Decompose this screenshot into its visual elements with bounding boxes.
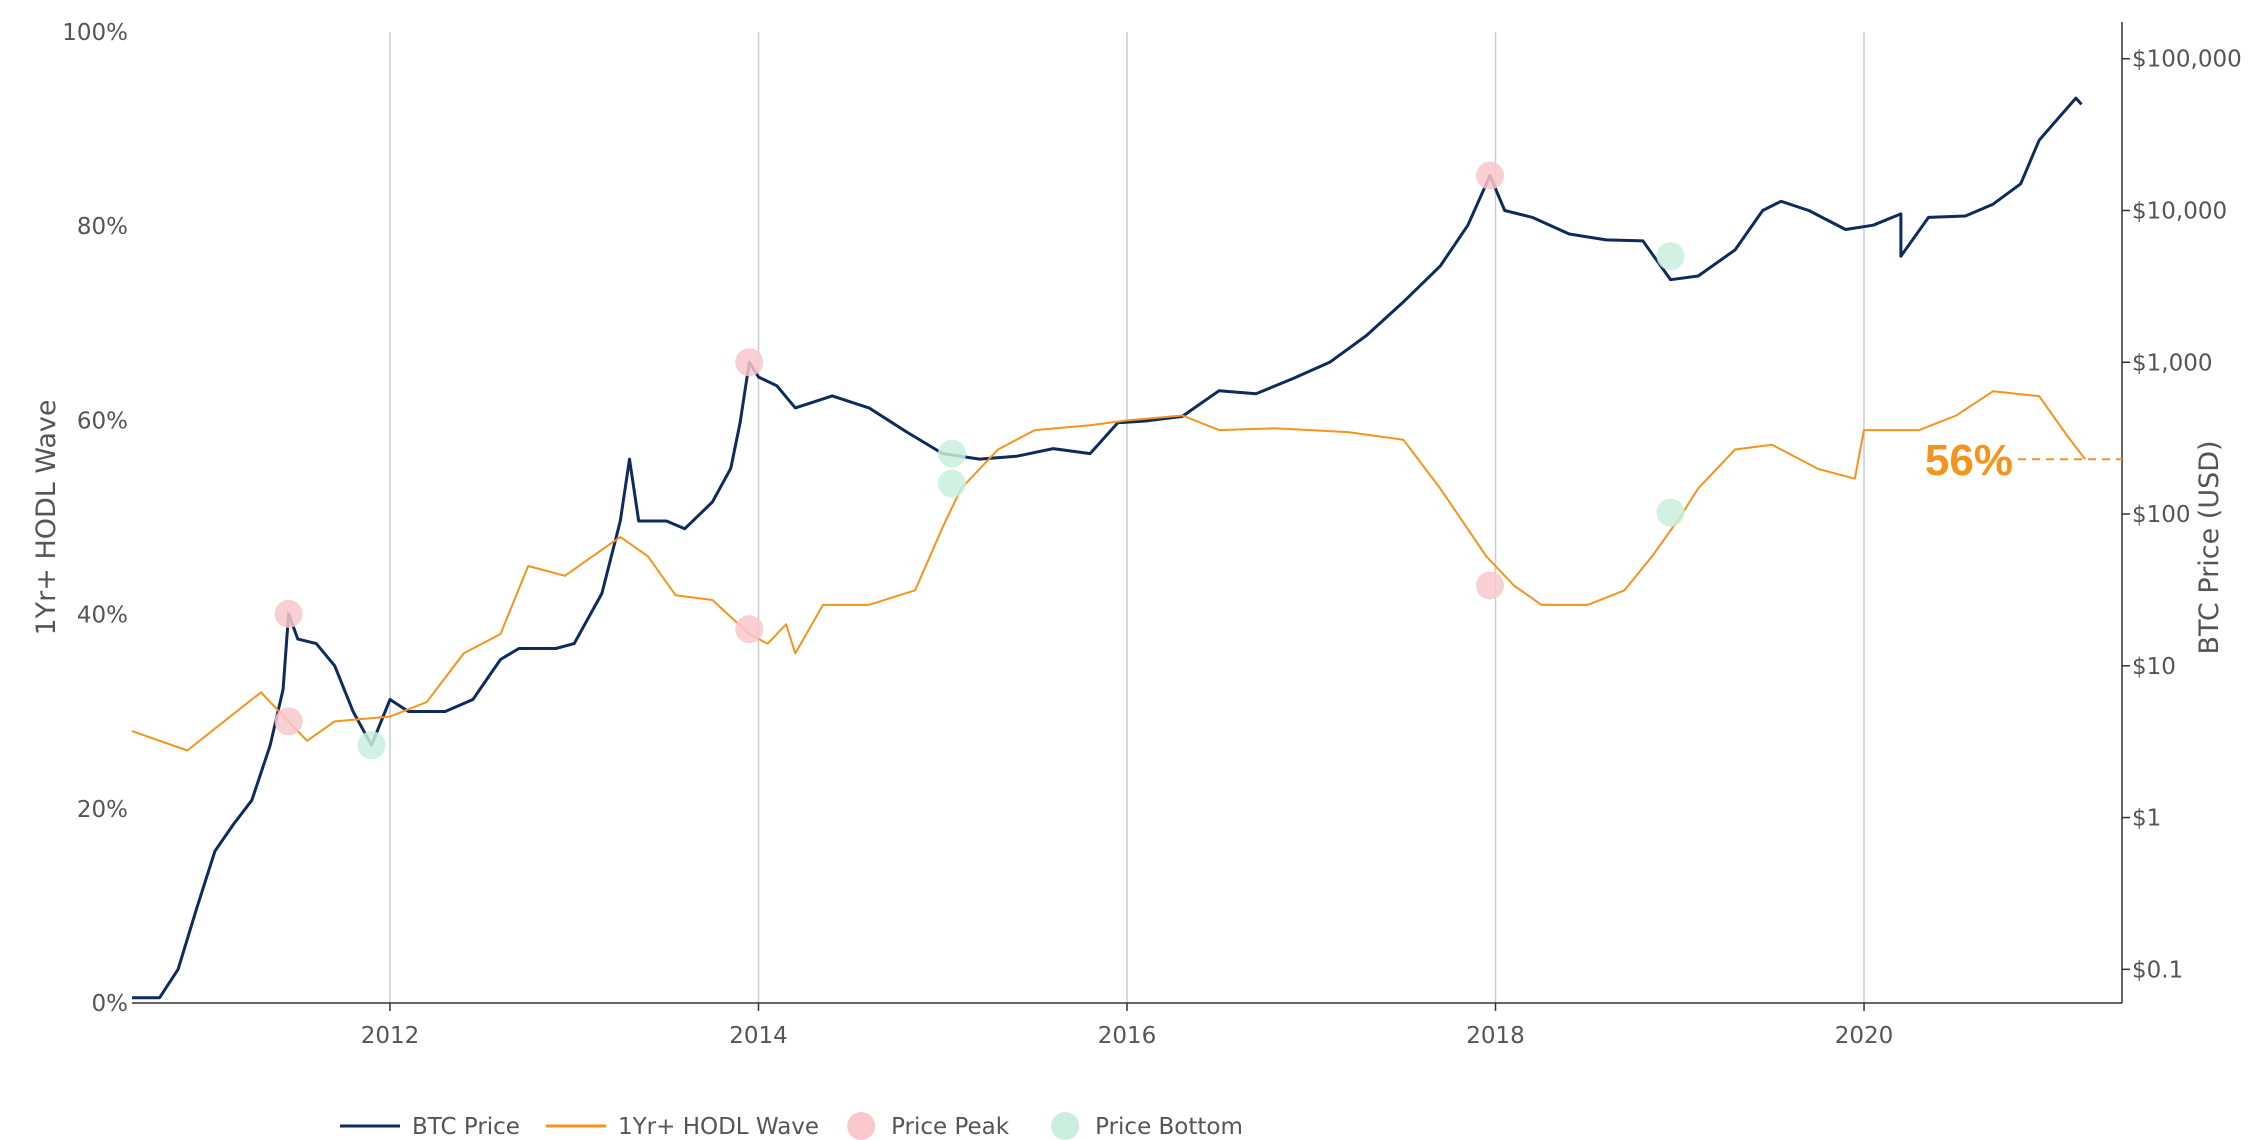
x-axis-ticks: 2012 2014 2016 2018 2020 — [361, 1003, 1894, 1049]
price-peak-marker — [274, 707, 303, 736]
x-tick-label: 2018 — [1466, 1023, 1525, 1049]
price-bottom-marker — [937, 439, 966, 468]
right-tick-label: $10 — [2132, 654, 2176, 680]
hodl-wave-line — [131, 390, 2086, 752]
legend-label: BTC Price — [412, 1114, 520, 1140]
legend-label: 1Yr+ HODL Wave — [618, 1114, 819, 1140]
annotation-label: 56% — [1925, 436, 2013, 485]
price-peak-marker — [735, 348, 764, 377]
left-tick-label: 40% — [77, 603, 128, 629]
current-value-annotation: 56% — [1925, 436, 2122, 485]
left-y-axis-ticks: 0% 20% 40% 60% 80% 100% — [62, 20, 128, 1017]
right-tick-label: $1,000 — [2132, 350, 2212, 376]
price-peak-marker — [1475, 571, 1504, 600]
series-lines — [131, 96, 2086, 1000]
x-tick-label: 2012 — [361, 1023, 420, 1049]
left-tick-label: 80% — [77, 214, 128, 240]
price-peak-marker — [735, 615, 764, 644]
x-tick-label: 2016 — [1098, 1023, 1157, 1049]
right-tick-label: $100,000 — [2132, 47, 2242, 73]
legend-label: Price Bottom — [1095, 1114, 1243, 1140]
legend-swatch-dot — [1051, 1112, 1080, 1140]
left-tick-label: 60% — [77, 408, 128, 434]
vertical-gridlines — [389, 32, 1865, 1003]
price-bottom-marker — [1656, 242, 1685, 271]
right-tick-label: $1 — [2132, 806, 2161, 832]
right-y-axis-ticks: $0.1 $1 $10 $100 $1,000 $10,000 $100,000 — [2122, 47, 2242, 983]
right-axis-title: BTC Price (USD) — [2194, 440, 2225, 654]
left-tick-label: 0% — [92, 991, 129, 1017]
price-peak-marker — [1475, 161, 1504, 190]
left-axis-title: 1Yr+ HODL Wave — [31, 399, 62, 635]
price-bottom-marker — [937, 469, 966, 498]
price-bottom-marker — [1656, 498, 1685, 527]
left-tick-label: 20% — [77, 797, 128, 823]
left-tick-label: 100% — [62, 20, 128, 46]
legend-swatch-dot — [847, 1112, 876, 1140]
btc-price-line — [132, 96, 2083, 1000]
marker-points — [274, 161, 1685, 760]
right-tick-label: $10,000 — [2132, 198, 2227, 224]
legend: BTC Price 1Yr+ HODL Wave Price Peak Price B… — [340, 1112, 1243, 1140]
right-tick-label: $100 — [2132, 502, 2191, 528]
price-peak-marker — [274, 599, 303, 628]
legend-label: Price Peak — [891, 1114, 1010, 1140]
x-tick-label: 2014 — [729, 1023, 788, 1049]
right-tick-label: $0.1 — [2132, 957, 2183, 983]
price-bottom-marker — [357, 731, 386, 760]
x-tick-label: 2020 — [1835, 1023, 1894, 1049]
